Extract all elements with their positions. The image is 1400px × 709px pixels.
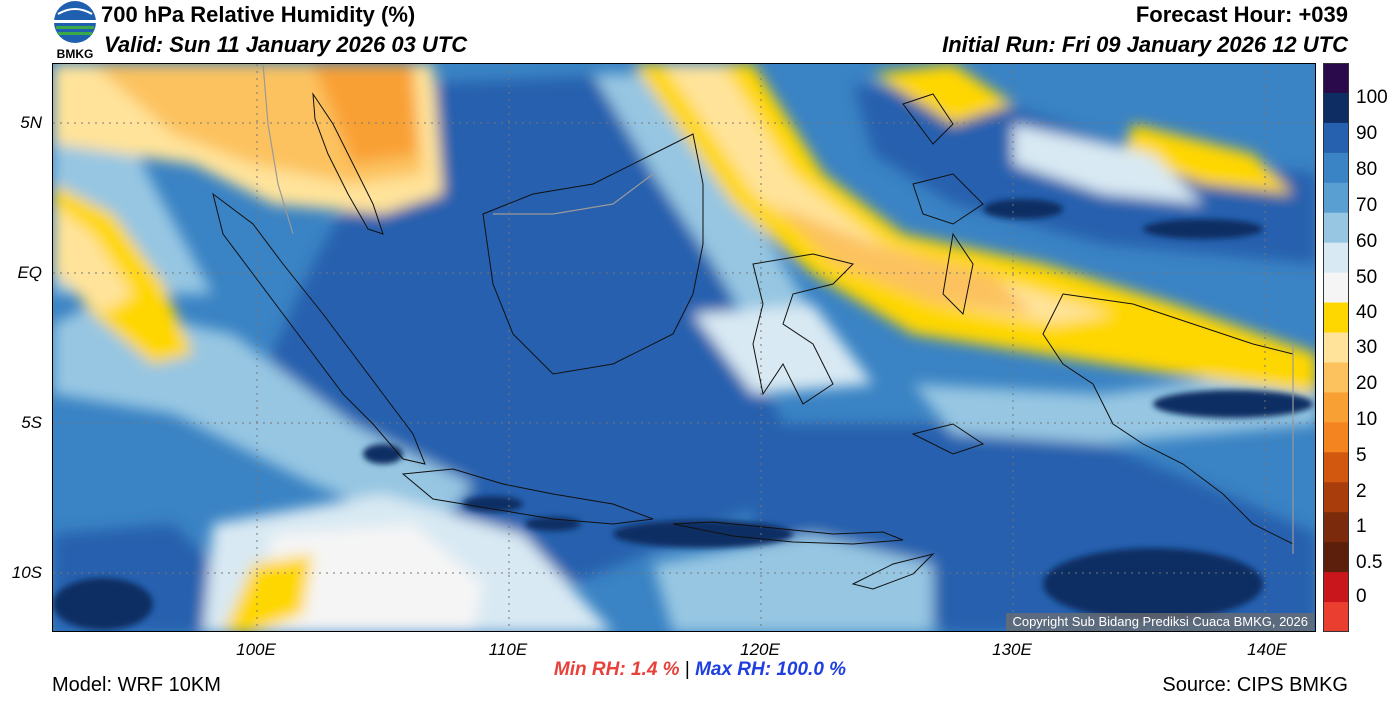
colorbar-segment (1323, 452, 1349, 483)
colorbar-segment (1323, 152, 1349, 184)
lon-label-110e: 110E (488, 640, 528, 659)
colorbar-label: 1 (1356, 516, 1367, 537)
stats-separator: | (684, 659, 690, 680)
colorbar-label: 2 (1356, 481, 1367, 502)
rh-stats: Min RH: 1.4 % | Max RH: 100.0 % (0, 659, 1400, 681)
lon-label-140e: 140E (1247, 640, 1287, 659)
colorbar-label: 100 (1356, 87, 1388, 108)
lat-label-5s: 5S (21, 413, 42, 432)
svg-text:BMKG: BMKG (57, 47, 94, 61)
colorbar (1323, 63, 1349, 633)
lon-label-130e: 130E (992, 640, 1032, 659)
lon-label-120e: 120E (740, 640, 780, 659)
colorbar-segment (1323, 182, 1349, 214)
colorbar-label: 0.5 (1356, 552, 1383, 573)
colorbar-segment (1323, 362, 1349, 394)
colorbar-label: 80 (1356, 159, 1378, 180)
colorbar-segment (1323, 422, 1349, 453)
colorbar-segment (1323, 602, 1349, 633)
colorbar-segment (1323, 542, 1349, 573)
colorbar-segment (1323, 392, 1349, 423)
colorbar-label: 90 (1356, 123, 1378, 144)
colorbar-segment (1323, 332, 1349, 364)
min-rh-value: 1.4 % (630, 659, 680, 680)
colorbar-label: 0 (1356, 586, 1367, 607)
humidity-map (52, 63, 1316, 632)
min-rh-label: Min RH: (553, 659, 626, 680)
copyright-notice: Copyright Sub Bidang Prediksi Cuaca BMKG… (1006, 613, 1314, 631)
lat-label-5n: 5N (20, 113, 42, 132)
colorbar-segment (1323, 572, 1349, 603)
colorbar-segment (1323, 512, 1349, 543)
lat-label-10s: 10S (11, 563, 42, 582)
colorbar-label: 50 (1356, 267, 1378, 288)
colorbar-segment (1323, 242, 1349, 274)
model-info: Model: WRF 10KM (52, 674, 221, 696)
bmkg-logo: BMKG (50, 0, 100, 62)
source-info: Source: CIPS BMKG (1162, 674, 1348, 696)
colorbar-segment (1323, 63, 1349, 94)
map-title: 700 hPa Relative Humidity (%) (101, 2, 416, 27)
colorbar-segment (1323, 272, 1349, 304)
initial-run: Initial Run: Fri 09 January 2026 12 UTC (942, 32, 1348, 57)
colorbar-label: 60 (1356, 231, 1378, 252)
colorbar-segment (1323, 302, 1349, 334)
coastlines (212, 92, 1294, 590)
lat-label-eq: EQ (17, 263, 42, 282)
colorbar-label: 5 (1356, 445, 1367, 466)
max-rh-label: Max RH: 100.0 % (695, 659, 847, 680)
colorbar-segment (1323, 482, 1349, 513)
forecast-hour: Forecast Hour: +039 (1135, 2, 1348, 27)
colorbar-segment (1323, 122, 1349, 154)
colorbar-segment (1323, 212, 1349, 244)
colorbar-segment (1323, 92, 1349, 124)
colorbar-label: 30 (1356, 337, 1378, 358)
colorbar-label: 20 (1356, 373, 1378, 394)
valid-time: Valid: Sun 11 January 2026 03 UTC (104, 32, 468, 57)
colorbar-label: 40 (1356, 302, 1378, 323)
colorbar-label: 70 (1356, 195, 1378, 216)
lon-label-100e: 100E (236, 640, 276, 659)
colorbar-label: 10 (1356, 409, 1378, 430)
